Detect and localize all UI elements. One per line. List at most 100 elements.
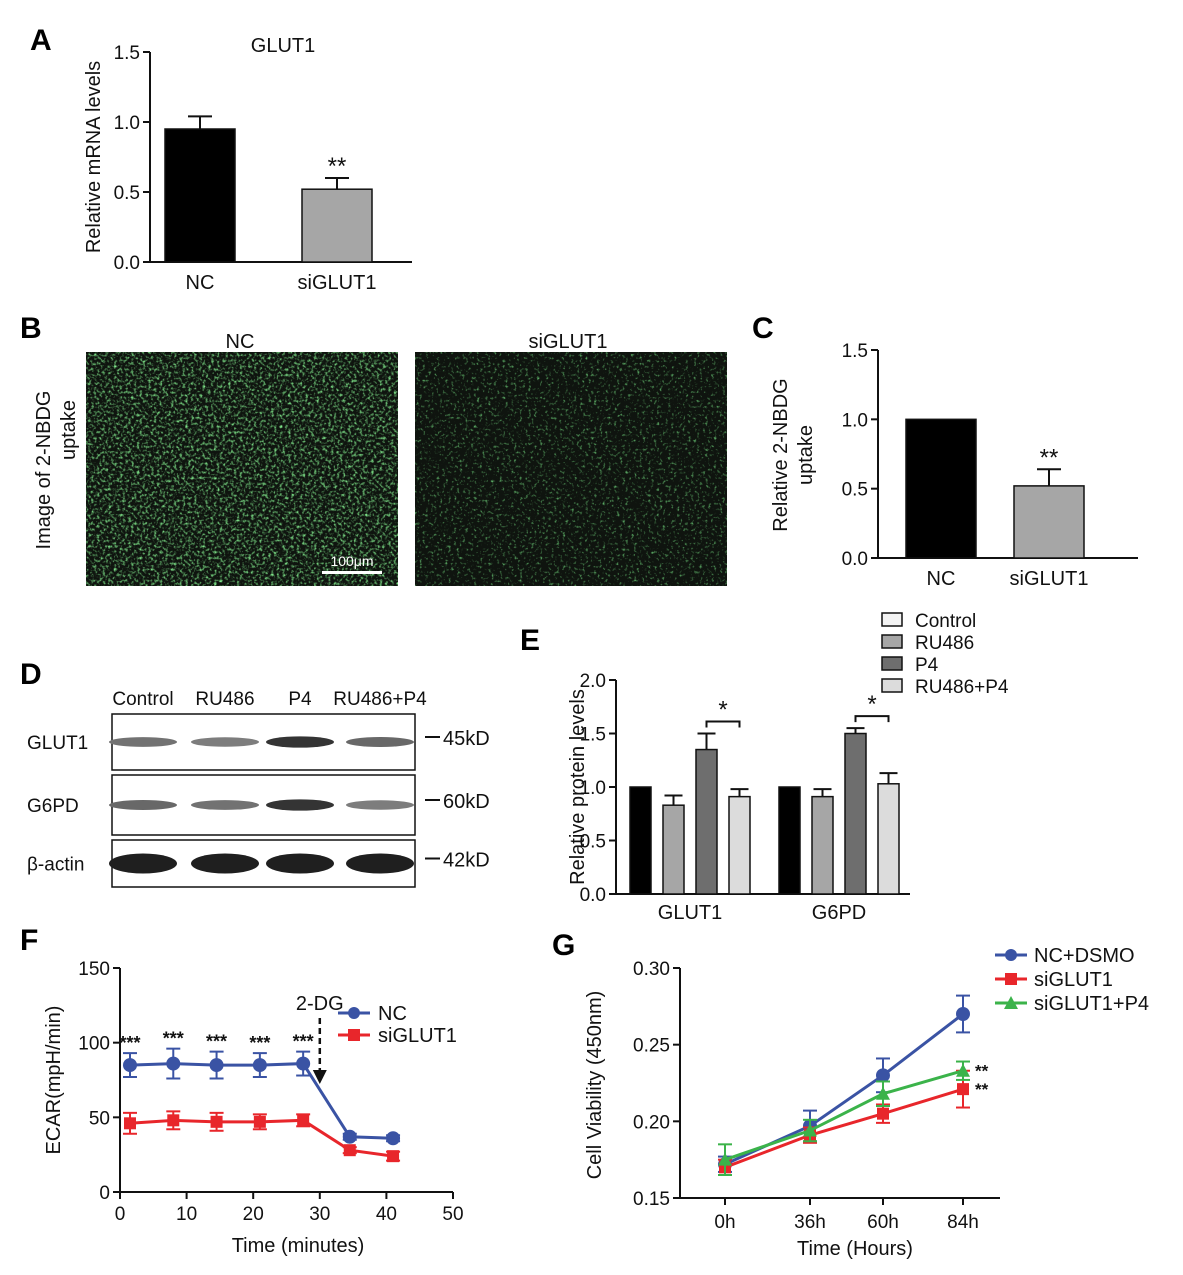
blot-band bbox=[191, 853, 259, 874]
blot-band bbox=[266, 853, 334, 874]
image-nc-fluorescence bbox=[86, 352, 398, 586]
y-tick-label: 0.5 bbox=[842, 480, 868, 501]
x-tick-label: 0h bbox=[714, 1212, 735, 1233]
chart-c-ylabel-2: uptake bbox=[795, 425, 817, 485]
x-tick-label: siGLUT1 bbox=[298, 272, 377, 294]
series-line-ncdsmo bbox=[724, 1012, 964, 1166]
size-label: 60kD bbox=[443, 791, 490, 813]
x-tick-label: 30 bbox=[309, 1204, 330, 1225]
x-tick-label: 10 bbox=[176, 1204, 197, 1225]
data-point bbox=[209, 1058, 224, 1073]
blot-band bbox=[346, 800, 414, 810]
y-tick-label: 0.5 bbox=[580, 832, 606, 853]
legend-label: RU486 bbox=[915, 633, 974, 654]
legend-marker bbox=[1005, 949, 1017, 961]
data-point bbox=[210, 1115, 223, 1128]
y-tick-label: 1.0 bbox=[842, 410, 868, 431]
series-line-siglut1p4 bbox=[724, 1069, 964, 1162]
legend-marker bbox=[348, 1007, 360, 1019]
legend-label: siGLUT1 bbox=[378, 1025, 457, 1047]
legend-label: RU486+P4 bbox=[915, 677, 1009, 698]
panel-b-ylabel-2: uptake bbox=[58, 400, 80, 460]
data-point bbox=[386, 1131, 401, 1146]
significance-bracket bbox=[854, 715, 890, 723]
x-tick-label: NC bbox=[927, 568, 956, 590]
data-point bbox=[876, 1068, 890, 1083]
bar-siglut1 bbox=[1013, 485, 1085, 559]
bar-nc bbox=[164, 128, 236, 263]
data-point bbox=[253, 1115, 266, 1128]
data-point bbox=[718, 1152, 732, 1166]
blot-band bbox=[191, 800, 259, 810]
data-point bbox=[387, 1150, 400, 1163]
panel-label-b: B bbox=[20, 312, 42, 345]
significance-label: *** bbox=[119, 1033, 140, 1053]
bar-ru486-g6pd bbox=[811, 795, 834, 895]
significance-label: ** bbox=[975, 1080, 989, 1099]
data-point bbox=[956, 1007, 970, 1021]
y-tick-label: 50 bbox=[89, 1108, 110, 1129]
protein-label: GLUT1 bbox=[27, 733, 88, 754]
y-tick-label: 100 bbox=[78, 1034, 110, 1055]
data-point bbox=[252, 1058, 267, 1073]
legend-marker bbox=[1005, 973, 1017, 985]
chart-g-ylabel: Cell Viability (450nm) bbox=[584, 991, 606, 1180]
chart-g-xlabel: Time (Hours) bbox=[797, 1238, 913, 1260]
size-label: 45kD bbox=[443, 728, 490, 750]
lane-label: P4 bbox=[288, 689, 312, 710]
data-point bbox=[957, 1083, 969, 1096]
lane-label: RU486+P4 bbox=[333, 689, 427, 710]
significance-label: ** bbox=[1040, 444, 1059, 471]
scale-bar bbox=[322, 571, 382, 574]
bar-ru486p4-g6pd bbox=[877, 783, 900, 895]
x-tick-label: 60h bbox=[867, 1212, 899, 1233]
scale-bar-label: 100μm bbox=[330, 553, 373, 569]
chart-c: 0.0 0.5 1.0 1.5 NC siGLUT1 ** Relative 2-NBDG up… bbox=[770, 341, 1138, 590]
legend-swatch bbox=[881, 656, 903, 671]
bar-control-g6pd bbox=[778, 786, 801, 895]
data-point bbox=[876, 1086, 890, 1100]
blot-band bbox=[346, 737, 414, 747]
legend-swatch bbox=[881, 612, 903, 627]
lane-label: Control bbox=[112, 689, 173, 710]
y-tick-label: 1.0 bbox=[114, 113, 140, 134]
legend-label: NC bbox=[378, 1003, 407, 1025]
y-tick-label: 0.5 bbox=[114, 183, 140, 204]
y-tick-label: 0.20 bbox=[633, 1112, 670, 1133]
blot-band bbox=[109, 853, 177, 874]
x-tick-label: 84h bbox=[947, 1212, 979, 1233]
data-point bbox=[123, 1117, 136, 1130]
x-tick-label: 50 bbox=[442, 1204, 463, 1225]
data-point bbox=[297, 1114, 310, 1127]
x-tick-label: 0 bbox=[115, 1204, 126, 1225]
x-tick-label: 20 bbox=[243, 1204, 264, 1225]
data-point bbox=[342, 1129, 357, 1144]
bar-p4-glut1 bbox=[695, 748, 718, 895]
size-label: 42kD bbox=[443, 850, 490, 872]
annotation-arrow-head bbox=[312, 1070, 327, 1084]
legend-label: NC+DSMO bbox=[1034, 945, 1135, 967]
bar-p4-g6pd bbox=[844, 732, 867, 895]
chart-f: 0 50 100 150 0 10 20 30 40 50 *** *** *** *** *** 2-DG N… bbox=[43, 959, 464, 1257]
legend-marker bbox=[348, 1029, 360, 1041]
y-tick-label: 0.15 bbox=[633, 1189, 670, 1210]
significance-label: *** bbox=[163, 1029, 184, 1049]
x-tick-label: NC bbox=[186, 272, 215, 294]
significance-label: * bbox=[718, 697, 727, 724]
blot-band bbox=[109, 737, 177, 747]
panel-label-a: A bbox=[30, 24, 52, 57]
y-tick-label: 1.0 bbox=[580, 778, 606, 799]
panel-label-c: C bbox=[752, 312, 774, 345]
chart-a: 0.0 0.5 1.0 1.5 NC siGLUT1 ** GLUT1 Relative mRN… bbox=[83, 35, 412, 294]
y-tick-label: 2.0 bbox=[580, 671, 606, 692]
data-point bbox=[956, 1063, 970, 1077]
western-blot-d: Control RU486 P4 RU486+P4 GLUT1 45kD G6PD 60kD β… bbox=[27, 689, 490, 888]
panel-label-g: G bbox=[552, 929, 575, 962]
blot-band bbox=[346, 853, 414, 874]
y-tick-label: 1.5 bbox=[842, 341, 868, 362]
legend-label: siGLUT1+P4 bbox=[1034, 993, 1149, 1015]
panel-label-e: E bbox=[520, 624, 540, 657]
significance-label: ** bbox=[328, 153, 347, 180]
y-tick-label: 0.25 bbox=[633, 1036, 670, 1057]
chart-a-ylabel: Relative mRNA levels bbox=[83, 61, 105, 253]
